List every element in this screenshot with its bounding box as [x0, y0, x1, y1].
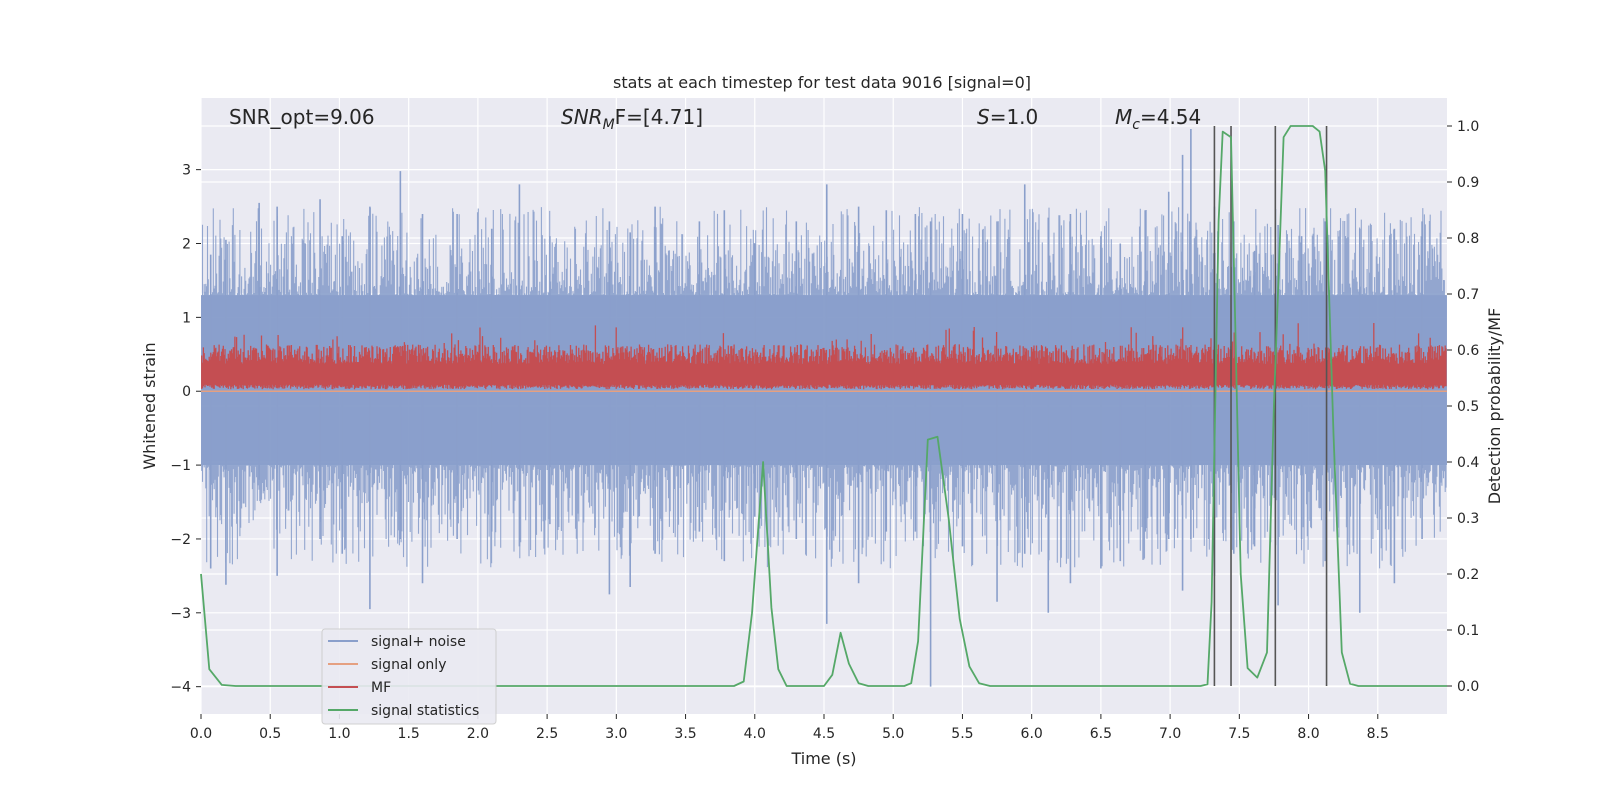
y-tick-label-left: 2 — [182, 237, 191, 253]
y-tick-label-right: 0.5 — [1457, 399, 1479, 415]
y-axis-left-ticks: 3 2 1 0 −1 −2 −3 −4 — [170, 163, 201, 696]
signal-statistics-series — [200, 125, 1447, 687]
y-tick-label-left: −1 — [170, 458, 191, 474]
x-tick-label: 6.5 — [1090, 726, 1112, 742]
x-tick-label: 2.0 — [467, 726, 489, 742]
legend-box — [321, 628, 497, 725]
y-tick-label-left: −4 — [170, 680, 191, 696]
y-tick-label-left: −3 — [170, 606, 191, 622]
x-tick-label: 4.5 — [813, 726, 835, 742]
signal-statistics-line — [200, 125, 1447, 687]
y-tick-label-right: 0.7 — [1457, 287, 1479, 303]
legend-label-signal-noise: signal+ noise — [371, 634, 466, 650]
y-tick-label-right: 0.1 — [1457, 623, 1479, 639]
x-tick-label: 6.0 — [1021, 726, 1043, 742]
x-tick-label: 5.5 — [951, 726, 973, 742]
annotation-snr-opt: SNR_opt=9.06 — [229, 105, 375, 129]
x-tick-label: 0.0 — [190, 726, 212, 742]
y-axis-label-left: Whitened strain — [140, 342, 159, 469]
x-tick-label: 2.5 — [536, 726, 558, 742]
x-tick-label: 3.5 — [674, 726, 696, 742]
y-tick-label-left: −2 — [170, 532, 191, 548]
x-tick-label: 4.0 — [744, 726, 766, 742]
annotation-mc: Mc=4.54 — [1115, 105, 1201, 133]
y-tick-label-right: 0.0 — [1457, 679, 1479, 695]
chart-title: stats at each timestep for test data 901… — [613, 73, 1031, 92]
annotation-snr-mf: SNRMF=[4.71] — [561, 105, 703, 133]
x-tick-label: 0.5 — [259, 726, 281, 742]
y-tick-label-right: 1.0 — [1457, 119, 1479, 135]
x-tick-label: 3.0 — [605, 726, 627, 742]
x-tick-label: 1.5 — [398, 726, 420, 742]
y-tick-label-left: 0 — [182, 384, 191, 400]
mf-trace — [201, 323, 1447, 390]
mf-series — [201, 323, 1447, 390]
x-tick-label: 8.5 — [1367, 726, 1389, 742]
x-axis-ticks: 0.0 0.5 1.0 1.5 2.0 2.5 3.0 3.5 4.0 4.5 5.0 5.5 6.0 6… — [190, 714, 1389, 742]
legend-label-signal-statistics: signal statistics — [371, 703, 479, 719]
x-axis-label: Time (s) — [790, 749, 856, 768]
annotation-s: S=1.0 — [977, 105, 1038, 129]
x-tick-label: 5.0 — [882, 726, 904, 742]
x-tick-label: 7.0 — [1159, 726, 1181, 742]
y-tick-label-right: 0.4 — [1457, 455, 1479, 471]
y-tick-label-right: 0.2 — [1457, 567, 1479, 583]
legend-label-mf: MF — [371, 680, 391, 696]
y-axis-label-right: Detection probability/MF — [1485, 308, 1504, 505]
y-tick-label-left: 3 — [182, 163, 191, 179]
legend-label-signal-only: signal only — [371, 657, 446, 673]
y-tick-label-left: 1 — [182, 310, 191, 326]
x-tick-label: 8.0 — [1297, 726, 1319, 742]
legend: signal+ noise signal only MF signal stat… — [321, 628, 497, 725]
y-tick-label-right: 0.8 — [1457, 231, 1479, 247]
x-tick-label: 7.5 — [1228, 726, 1250, 742]
y-tick-label-right: 0.3 — [1457, 511, 1479, 527]
y-axis-right-ticks: 1.0 0.9 0.8 0.7 0.6 0.5 0.4 0.3 0.2 0.1 0.0 — [1447, 119, 1479, 695]
x-tick-label: 1.0 — [328, 726, 350, 742]
y-tick-label-right: 0.6 — [1457, 343, 1479, 359]
y-tick-label-right: 0.9 — [1457, 175, 1479, 191]
